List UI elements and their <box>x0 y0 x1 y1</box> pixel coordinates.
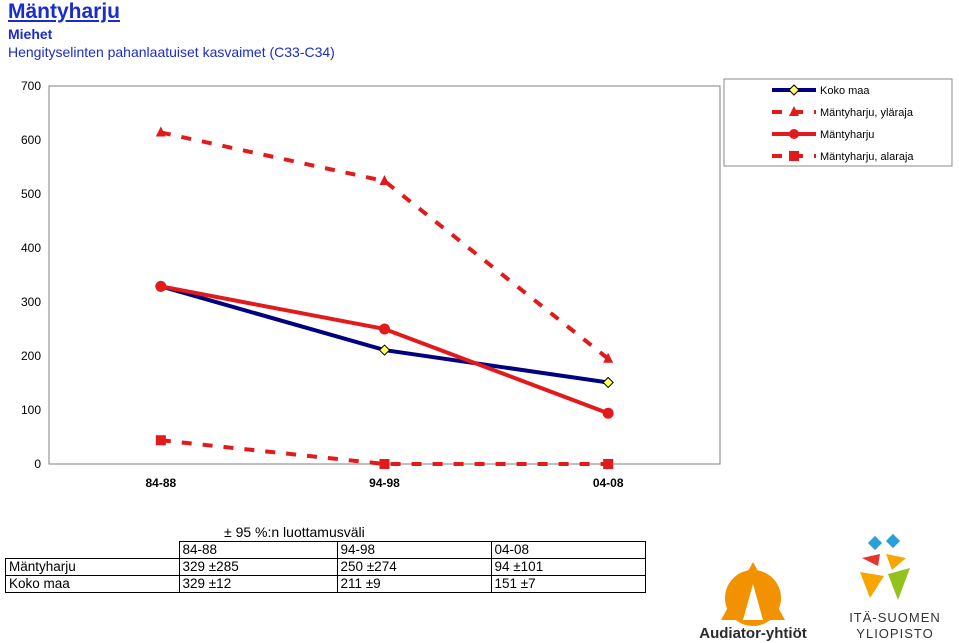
row-label: Mäntyharju <box>5 558 180 576</box>
table-header: 84-88 <box>178 541 338 559</box>
legend-label: Mäntyharju, yläraja <box>820 107 914 119</box>
data-point <box>379 175 390 186</box>
table-row: Mäntyharju 329 ±285 250 ±274 94 ±101 <box>5 558 646 576</box>
uef-mark-icon <box>862 554 880 566</box>
legend-marker <box>788 84 800 96</box>
x-tick-label: 84-88 <box>145 476 176 490</box>
y-tick-label: 400 <box>21 241 41 255</box>
chart-description: Hengityselinten pahanlaatuiset kasvaimet… <box>8 44 335 60</box>
table-header: 04-08 <box>490 541 646 559</box>
legend-marker <box>789 151 799 161</box>
data-table: 84-88 94-98 04-08 Mäntyharju 329 ±285 25… <box>5 541 646 593</box>
legend-box <box>723 78 953 167</box>
uef-mark-icon <box>860 572 884 598</box>
table-cell: 329 ±12 <box>178 575 338 593</box>
data-point <box>379 459 390 469</box>
y-tick-label: 300 <box>21 295 41 309</box>
table-cell: 329 ±285 <box>178 558 338 576</box>
table-corner <box>6 542 180 559</box>
line-chart: 0 100 200 300 400 500 600 700 84-88 94-98 04-08 K… <box>20 78 953 490</box>
y-tick-label: 100 <box>21 403 41 417</box>
y-tick-label: 0 <box>34 457 41 471</box>
y-tick-label: 500 <box>21 187 41 201</box>
y-tick-label: 600 <box>21 133 41 147</box>
table-cell: 250 ±274 <box>336 558 492 576</box>
data-point <box>602 407 614 419</box>
data-point <box>378 344 391 356</box>
table-caption: ± 95 %:n luottamusväli <box>224 524 365 540</box>
x-tick-label: 94-98 <box>369 476 400 490</box>
page-subtitle: Miehet <box>8 26 53 42</box>
legend-marker <box>789 106 799 116</box>
legend: Koko maa Mäntyharju, yläraja Mäntyharju Män… <box>723 78 953 167</box>
data-point <box>379 323 390 335</box>
data-point <box>603 459 614 469</box>
x-tick-label: 04-08 <box>593 476 624 490</box>
plot-area <box>48 85 721 465</box>
legend-label: Koko maa <box>820 85 870 97</box>
data-point <box>603 352 614 363</box>
row-label: Koko maa <box>5 575 180 593</box>
uef-name-line2: YLIOPISTO <box>856 626 933 641</box>
uef-logo: ITÄ-SUOMEN YLIOPISTO <box>849 533 941 641</box>
y-axis: 0 100 200 300 400 500 600 700 <box>21 79 41 471</box>
data-point <box>155 435 166 446</box>
data-point <box>602 376 614 389</box>
table-cell: 94 ±101 <box>490 558 646 576</box>
legend-label: Mäntyharju <box>820 129 874 141</box>
uef-mark-icon <box>886 554 906 570</box>
table-header: 94-98 <box>336 541 492 559</box>
page-title: Mäntyharju <box>8 0 121 23</box>
table-header-row: 84-88 94-98 04-08 <box>6 541 646 559</box>
legend-label: Mäntyharju, alaraja <box>820 151 914 163</box>
legend-marker <box>789 129 799 139</box>
audiator-name: Audiator-yhtiöt <box>699 625 806 642</box>
uef-mark-icon <box>885 533 901 549</box>
data-point <box>155 280 167 292</box>
audiator-logo: Audiator-yhtiöt <box>699 562 807 642</box>
y-tick-label: 200 <box>21 349 41 363</box>
table-cell: 151 ±7 <box>490 575 646 593</box>
table-cell: 211 ±9 <box>336 575 492 593</box>
x-axis: 84-88 94-98 04-08 <box>145 476 623 490</box>
uef-mark-icon <box>888 568 910 600</box>
uef-name-line1: ITÄ-SUOMEN <box>849 610 941 625</box>
series-group <box>155 126 614 469</box>
data-point <box>155 126 166 137</box>
uef-mark-icon <box>867 535 883 551</box>
table-row: Koko maa 329 ±12 211 ±9 151 ±7 <box>5 575 646 593</box>
y-tick-label: 700 <box>21 79 41 93</box>
audiator-inner-icon <box>743 584 763 620</box>
